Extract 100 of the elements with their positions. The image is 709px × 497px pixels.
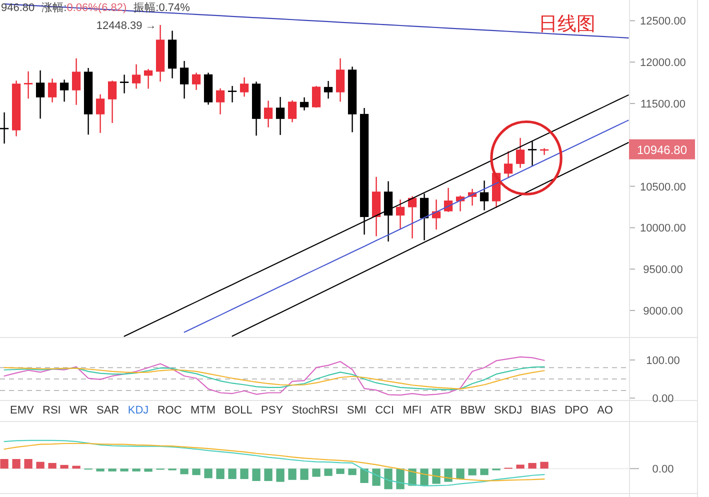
candlestick xyxy=(408,196,417,239)
y-tick-label: 9500.00 xyxy=(643,264,683,276)
category-label: EMV xyxy=(10,404,34,416)
category-label: SAR xyxy=(96,404,120,416)
candlestick xyxy=(192,72,201,91)
bar xyxy=(324,468,332,476)
line-series xyxy=(4,356,545,396)
y-tick-label: 9000.00 xyxy=(643,306,683,318)
category-label: SMI xyxy=(346,404,366,416)
bar xyxy=(264,468,272,482)
y-tick-label: 10500.00 xyxy=(640,181,686,194)
bar xyxy=(540,462,548,469)
candlestick xyxy=(288,100,297,123)
annotation: 振幅:0.74% xyxy=(134,2,190,14)
candlestick xyxy=(180,60,189,100)
y-tick-label: 12500.00 xyxy=(640,16,686,28)
candlestick xyxy=(420,192,429,241)
bar xyxy=(516,464,524,469)
candlestick xyxy=(132,64,141,90)
bar xyxy=(444,468,452,482)
bar xyxy=(240,468,248,480)
candlestick xyxy=(228,85,237,103)
bar xyxy=(60,464,68,469)
bar xyxy=(528,462,536,469)
category-label: KDJ xyxy=(128,404,149,416)
bar xyxy=(108,468,116,472)
bar xyxy=(480,468,488,476)
category-label: ATR xyxy=(430,404,452,416)
bar xyxy=(252,468,260,482)
candlestick xyxy=(516,137,525,168)
candlestick xyxy=(504,150,513,179)
category-label: RSI xyxy=(42,404,61,416)
y-tick-label: 11500.00 xyxy=(640,98,686,110)
bar xyxy=(72,466,80,469)
line-series xyxy=(124,94,629,337)
candlestick xyxy=(120,74,129,94)
candlestick xyxy=(264,100,273,128)
candlestick xyxy=(300,96,309,111)
bar xyxy=(336,468,344,474)
bar xyxy=(216,468,224,480)
candlestick xyxy=(36,70,45,120)
text: 日线图 xyxy=(538,14,596,35)
category-label: PSY xyxy=(261,404,284,416)
candlestick xyxy=(96,94,105,134)
category-label: MTM xyxy=(190,404,216,416)
bar xyxy=(12,459,20,469)
bar xyxy=(36,462,44,469)
line-series xyxy=(4,3,629,38)
bar xyxy=(348,468,356,476)
category-label: BBW xyxy=(460,404,486,416)
y-tick-label: 0.00 xyxy=(652,393,674,406)
bar xyxy=(24,459,32,469)
category-label: SKDJ xyxy=(494,404,522,416)
candlestick xyxy=(336,58,345,102)
bar xyxy=(432,468,440,484)
bar xyxy=(372,468,380,486)
candlestick xyxy=(48,78,57,103)
candlestick xyxy=(216,88,225,115)
y-tick-label: 12000.00 xyxy=(640,57,686,70)
annotation: 946.80 xyxy=(1,2,35,14)
candlestick xyxy=(480,180,489,211)
bar xyxy=(144,468,152,472)
category-label: BIAS xyxy=(530,404,556,416)
category-label: CCI xyxy=(375,404,394,416)
category-label: AO xyxy=(597,404,614,416)
bar xyxy=(0,459,8,469)
y-tick-label: 10000.00 xyxy=(640,222,686,235)
bar xyxy=(192,468,200,476)
bar xyxy=(384,468,392,490)
category-label: DPO xyxy=(564,404,589,416)
bar xyxy=(48,462,56,469)
candlestick xyxy=(312,85,321,108)
category-label: MFI xyxy=(402,404,422,416)
category-label: ROC xyxy=(157,404,182,416)
candlestick xyxy=(528,140,537,167)
y-tick-label: 100.00 xyxy=(646,354,680,367)
candlestick xyxy=(144,68,153,90)
bar xyxy=(396,468,404,490)
annotation: 12448.39 → xyxy=(96,20,156,32)
bar xyxy=(300,468,308,480)
bar xyxy=(288,468,296,480)
bar xyxy=(360,468,368,483)
bar xyxy=(276,468,284,482)
bar xyxy=(204,468,212,478)
candlestick xyxy=(60,79,69,102)
bar xyxy=(228,468,236,480)
bar xyxy=(312,468,320,477)
line-series xyxy=(184,120,629,333)
category-label: WR xyxy=(70,404,88,416)
candlestick xyxy=(108,80,117,124)
candlestick xyxy=(396,198,405,230)
line-series xyxy=(232,142,629,337)
candlestick xyxy=(240,76,249,98)
category-label: BOLL xyxy=(224,404,252,416)
bar xyxy=(468,468,476,476)
candlestick xyxy=(276,96,285,136)
bar xyxy=(132,468,140,472)
candlestick xyxy=(384,180,393,242)
category-label: StochRSI xyxy=(292,404,338,416)
candlestick xyxy=(24,70,33,100)
